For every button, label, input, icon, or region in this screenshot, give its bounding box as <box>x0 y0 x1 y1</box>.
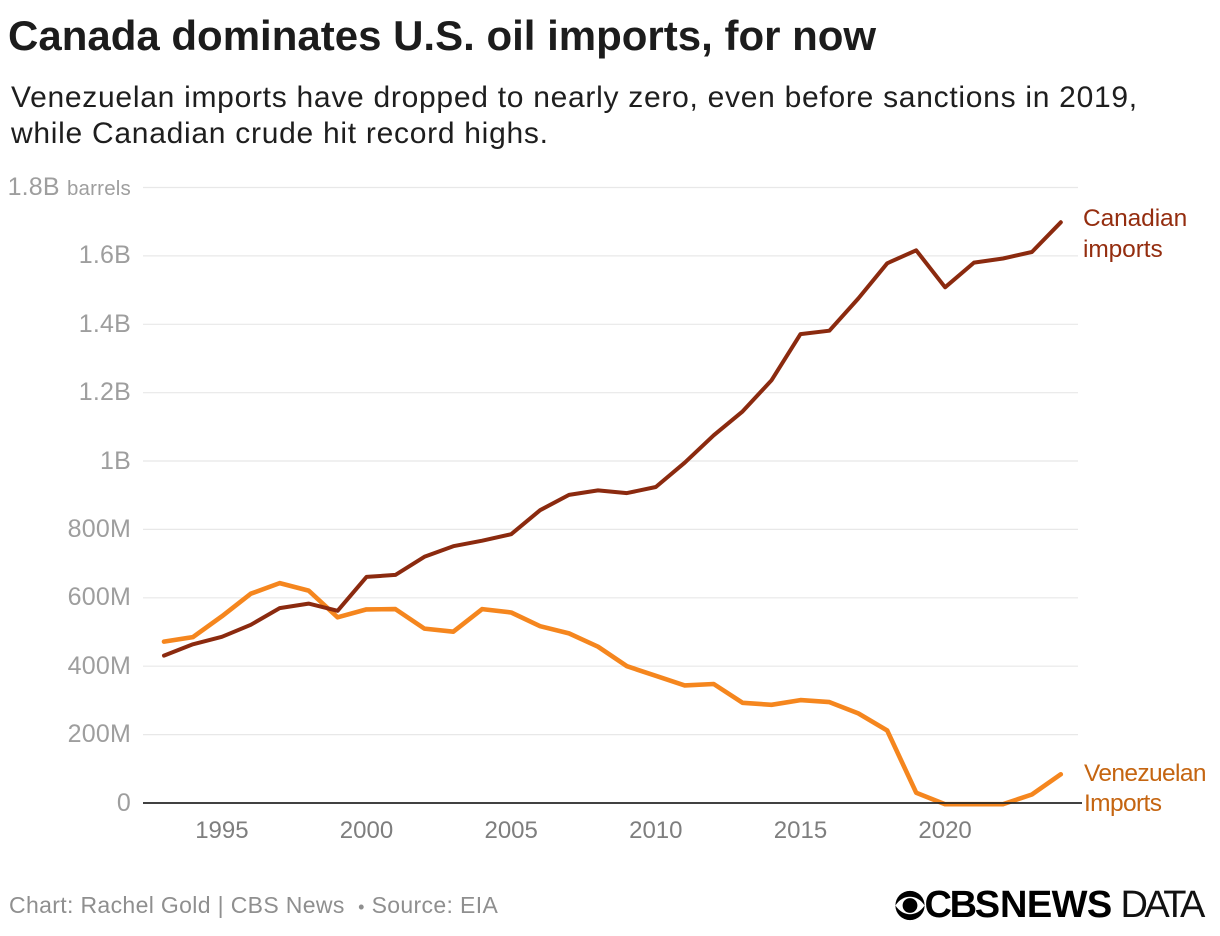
svg-text:NEWS: NEWS <box>1000 888 1112 924</box>
svg-text:CBS: CBS <box>925 888 999 924</box>
svg-text:DATA: DATA <box>1121 888 1207 924</box>
